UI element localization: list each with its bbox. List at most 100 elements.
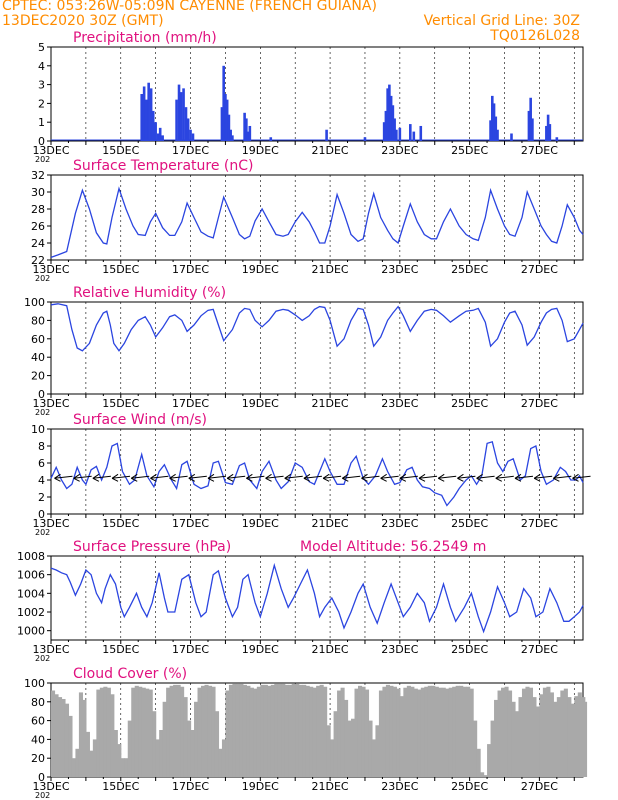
precip-bar bbox=[494, 116, 498, 141]
cloud-bar bbox=[288, 684, 293, 777]
rh-y-tick-label: 80 bbox=[31, 314, 45, 327]
precip-bar bbox=[384, 110, 388, 141]
precip-bar bbox=[149, 88, 153, 141]
wind-arrow-icon bbox=[303, 475, 322, 479]
cloud-bar bbox=[169, 685, 174, 777]
cloud-bar bbox=[399, 696, 404, 777]
wind-x-tick-label: 17DEC bbox=[172, 517, 209, 530]
precip-year-stub: 202 bbox=[35, 155, 50, 164]
cloud-bar bbox=[152, 711, 157, 777]
precip-title: Precipitation (mm/h) bbox=[73, 30, 217, 46]
cloud-bar bbox=[51, 690, 56, 777]
wind-arrow-head-icon bbox=[457, 473, 464, 482]
cloud-bar bbox=[452, 686, 457, 777]
cloud-bar bbox=[218, 748, 223, 777]
wind-arrow-icon bbox=[284, 475, 303, 479]
cloud-bar bbox=[501, 687, 506, 777]
cloud-chart: 0 20 40 60 80 100 13DEC 15DEC 17DEC 19DEC 21DEC 23D… bbox=[24, 666, 588, 800]
temp-y-tick-label: 26 bbox=[31, 220, 45, 233]
precip-bar bbox=[248, 125, 252, 141]
cloud-bar bbox=[417, 689, 422, 777]
cloud-bar bbox=[459, 685, 464, 777]
temp-y-tick-label: 22 bbox=[31, 254, 45, 267]
temp-y-tick-label: 32 bbox=[31, 169, 45, 182]
cloud-bar bbox=[583, 701, 588, 777]
cloud-bar bbox=[525, 686, 530, 777]
cloud-bar bbox=[176, 684, 181, 777]
cloud-bar bbox=[228, 684, 234, 777]
cloud-bar bbox=[319, 684, 324, 777]
cloud-bar bbox=[403, 687, 408, 777]
pressure-x-tick-label: 19DEC bbox=[242, 643, 279, 656]
precip-bar bbox=[490, 95, 494, 141]
rh-y-tick-label: 0 bbox=[38, 388, 45, 401]
cloud-bar bbox=[413, 688, 418, 777]
wind-y-tick-label: 6 bbox=[38, 457, 45, 470]
wind-arrow-head-icon bbox=[265, 473, 272, 482]
cloud-bar bbox=[375, 725, 380, 777]
cloud-bar bbox=[173, 684, 178, 777]
header-code: TQ0126L028 bbox=[490, 28, 580, 44]
cloud-bar bbox=[281, 683, 286, 777]
precip-bar bbox=[412, 131, 416, 141]
wind-arrow-head-icon bbox=[572, 473, 579, 482]
temp-line bbox=[50, 186, 584, 259]
cloud-bar bbox=[284, 684, 289, 777]
wind-arrow-head-icon bbox=[533, 473, 541, 482]
cloud-bar bbox=[131, 687, 136, 777]
wind-arrow-icon bbox=[111, 475, 131, 479]
cloud-bar bbox=[180, 686, 185, 777]
precip-x-tick-label: 25DEC bbox=[451, 144, 488, 157]
wind-y-tick-label: 0 bbox=[38, 508, 45, 521]
cloud-bar bbox=[431, 685, 436, 777]
wind-arrow-icon bbox=[495, 475, 514, 479]
pressure-x-tick-label: 27DEC bbox=[521, 643, 558, 656]
cloud-bar bbox=[410, 686, 415, 777]
pressure-x-tick-label: 13DEC bbox=[32, 643, 69, 656]
precip-bar bbox=[398, 127, 402, 141]
wind-arrow-head-icon bbox=[380, 473, 387, 482]
precip-bar bbox=[140, 94, 144, 141]
wind-arrow-head-icon bbox=[418, 473, 426, 482]
wind-x-tick-label: 27DEC bbox=[521, 517, 558, 530]
cloud-bar bbox=[441, 687, 446, 777]
cloud-bar bbox=[344, 699, 349, 777]
rh-x-tick-label: 19DEC bbox=[242, 397, 279, 410]
cloud-bar bbox=[504, 686, 509, 777]
cloud-bar bbox=[68, 715, 73, 777]
precip-bar bbox=[389, 95, 393, 141]
cloud-x-tick-label: 27DEC bbox=[521, 780, 558, 793]
cloud-bar bbox=[469, 688, 474, 777]
precip-bar bbox=[222, 65, 225, 141]
cloud-bar bbox=[364, 689, 370, 777]
pressure-y-tick-label: 1008 bbox=[17, 550, 45, 563]
cloud-bar bbox=[277, 683, 282, 777]
cloud-bar bbox=[295, 683, 300, 777]
pressure-x-tick-label: 23DEC bbox=[381, 643, 418, 656]
rh-x-tick-label: 25DEC bbox=[451, 397, 488, 410]
wind-arrow-head-icon bbox=[207, 473, 215, 482]
wind-arrow-icon bbox=[73, 475, 92, 479]
cloud-bar bbox=[340, 687, 345, 777]
precip-bar bbox=[269, 137, 273, 141]
cloud-bar bbox=[556, 697, 561, 777]
precip-y-tick-label: 0 bbox=[38, 135, 45, 148]
cloud-bar bbox=[71, 758, 77, 777]
cloud-bar bbox=[82, 699, 87, 777]
wind-x-tick-label: 15DEC bbox=[102, 517, 139, 530]
wind-arrow-head-icon bbox=[169, 473, 176, 482]
temp-y-tick-label: 28 bbox=[31, 203, 45, 216]
cloud-bar bbox=[99, 687, 104, 777]
wind-arrow-icon bbox=[572, 475, 591, 479]
wind-arrow-head-icon bbox=[437, 473, 445, 482]
cloud-x-tick-label: 19DEC bbox=[242, 780, 279, 793]
precip-bar bbox=[229, 129, 232, 141]
cloud-bar bbox=[514, 711, 520, 777]
wind-arrow-icon bbox=[265, 475, 284, 479]
cloud-bar bbox=[462, 686, 467, 777]
cloud-bar bbox=[127, 720, 132, 777]
cloud-bar bbox=[138, 686, 143, 777]
cloud-bar bbox=[382, 686, 387, 777]
wind-arrow-icon bbox=[207, 475, 227, 479]
